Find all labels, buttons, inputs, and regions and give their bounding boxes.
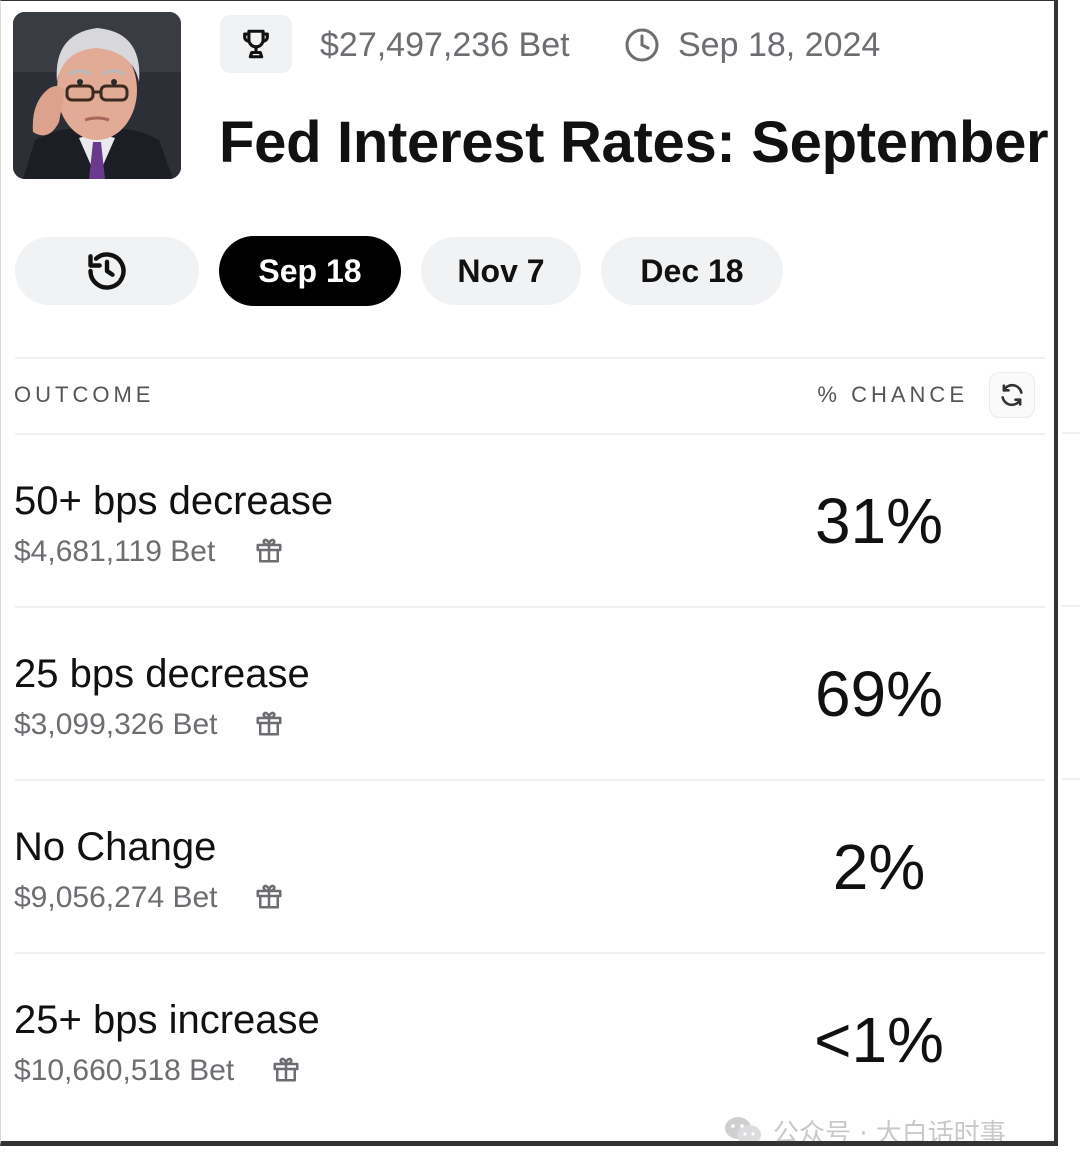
outcome-row[interactable]: 50+ bps decrease $4,681,119 Bet 31%	[1, 435, 1054, 607]
outcome-name: No Change	[14, 825, 217, 869]
gift-icon[interactable]	[254, 881, 284, 911]
outcome-bet: $3,099,326 Bet	[14, 708, 218, 741]
refresh-button[interactable]	[989, 372, 1035, 418]
column-header-outcome: OUTCOME	[14, 382, 155, 407]
trophy-button[interactable]	[220, 15, 292, 73]
outcome-chance: 31%	[814, 485, 944, 557]
outcome-bet: $10,660,518 Bet	[14, 1054, 235, 1087]
outcome-bet: $9,056,274 Bet	[14, 881, 218, 914]
gift-icon[interactable]	[254, 708, 284, 738]
divider	[15, 357, 1045, 359]
outcome-name: 25 bps decrease	[14, 652, 310, 696]
refresh-icon	[1001, 383, 1023, 407]
trophy-icon	[243, 29, 269, 59]
tab-dec-18[interactable]: Dec 18	[601, 237, 783, 305]
watermark: 公众号 · 大白话时事	[723, 1113, 1006, 1146]
market-volume: $27,497,236 Bet	[320, 26, 570, 64]
tab-history[interactable]	[15, 237, 199, 305]
gift-icon[interactable]	[254, 535, 284, 565]
tab-sep-18[interactable]: Sep 18	[219, 236, 401, 306]
page-title: Fed Interest Rates: September	[219, 110, 1049, 175]
outcome-row[interactable]: No Change $9,056,274 Bet 2%	[1, 781, 1054, 953]
outcome-chance: 69%	[814, 658, 944, 730]
watermark-text: 公众号 · 大白话时事	[773, 1118, 1006, 1146]
outcome-row[interactable]: 25 bps decrease $3,099,326 Bet 69%	[1, 608, 1054, 780]
outcome-name: 25+ bps increase	[14, 998, 320, 1042]
market-avatar	[13, 12, 181, 179]
outcome-name: 50+ bps decrease	[14, 479, 334, 523]
column-header-chance: % CHANCE	[817, 382, 968, 407]
outcome-row[interactable]: 25+ bps increase $10,660,518 Bet <1%	[1, 954, 1054, 1126]
clock-icon	[625, 28, 659, 62]
outcome-bet: $4,681,119 Bet	[14, 535, 216, 568]
gift-icon[interactable]	[271, 1054, 301, 1084]
divider	[15, 779, 1045, 781]
divider	[15, 952, 1045, 954]
divider	[15, 433, 1045, 435]
outcome-chance: <1%	[814, 1004, 944, 1076]
market-card: $27,497,236 Bet Sep 18, 2024 Fed Interes…	[0, 0, 1058, 1146]
page-edge	[1062, 0, 1080, 1173]
tab-nov-7[interactable]: Nov 7	[421, 237, 581, 305]
divider	[15, 606, 1045, 608]
market-end-date: Sep 18, 2024	[678, 26, 881, 64]
history-icon	[88, 252, 126, 290]
outcome-chance: 2%	[832, 831, 926, 903]
wechat-icon	[725, 1117, 761, 1141]
